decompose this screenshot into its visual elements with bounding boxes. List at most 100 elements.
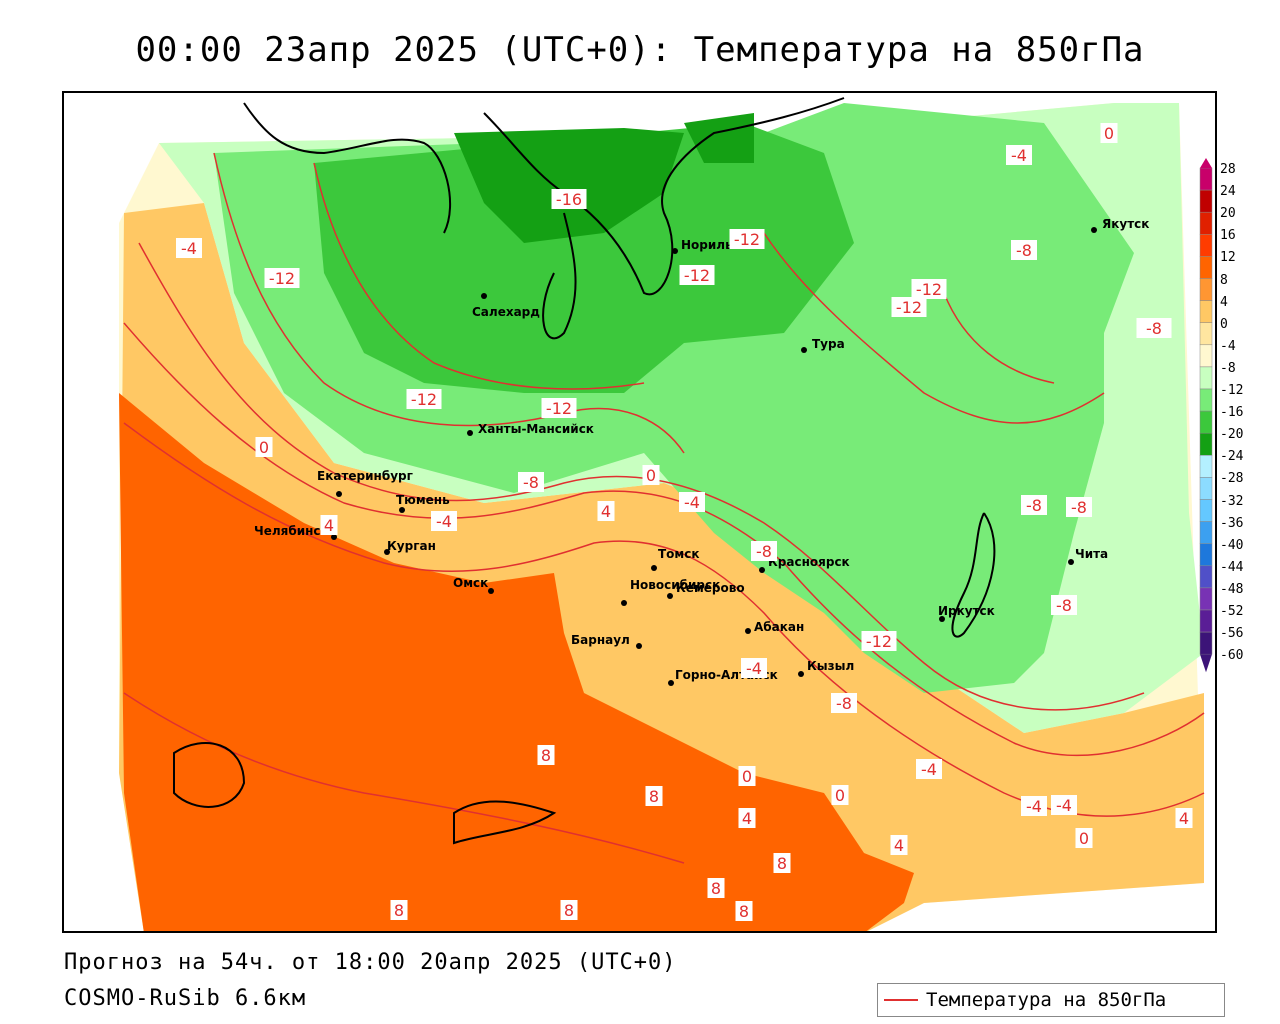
svg-text:-4: -4 <box>181 239 197 258</box>
contour-label: 0 <box>831 785 849 805</box>
contour-label: 8 <box>560 900 578 920</box>
svg-text:4: 4 <box>742 809 752 828</box>
colorbar-tick-label: -60 <box>1220 648 1244 664</box>
contour-label: -8 <box>831 693 857 713</box>
city-label: Красноярск <box>768 555 850 569</box>
city-marker <box>636 643 642 649</box>
colorbar-swatch <box>1199 477 1213 500</box>
city-marker <box>651 565 657 571</box>
contour-label: 0 <box>1100 123 1118 143</box>
contour-label: 4 <box>1175 808 1193 828</box>
contour-label: -12 <box>679 265 715 285</box>
contour-label: -8 <box>1141 318 1167 338</box>
city-marker <box>672 248 678 254</box>
colorbar-swatch <box>1199 609 1213 633</box>
svg-text:-12: -12 <box>269 269 295 288</box>
city-marker <box>384 549 390 555</box>
city-marker <box>939 616 945 622</box>
hot-zone <box>119 393 914 931</box>
contour-label: -8 <box>1051 595 1077 615</box>
city-label: Екатеринбург <box>317 469 413 483</box>
svg-text:-8: -8 <box>523 473 539 492</box>
model-info: COSMO-RuSib 6.6км <box>64 986 307 1011</box>
colorbar-swatch <box>1199 631 1213 655</box>
city-marker <box>467 430 473 436</box>
colorbar-swatch <box>1199 211 1213 235</box>
svg-text:8: 8 <box>711 879 721 898</box>
svg-text:-8: -8 <box>1056 596 1072 615</box>
contour-label: 0 <box>255 437 273 457</box>
city-label: Новосибирск <box>630 578 720 592</box>
svg-text:-12: -12 <box>411 390 437 409</box>
svg-text:4: 4 <box>894 836 904 855</box>
svg-text:-12: -12 <box>734 230 760 249</box>
contour-label: -8 <box>1011 240 1037 260</box>
contour-label: 0 <box>642 465 660 485</box>
contour-label: -8 <box>1066 497 1092 517</box>
colorbar-swatch <box>1199 344 1213 368</box>
city-label: Омск <box>453 576 488 590</box>
svg-text:-4: -4 <box>436 512 452 531</box>
svg-text:8: 8 <box>541 746 551 765</box>
city-label: Курган <box>387 539 436 553</box>
contour-label: -12 <box>264 268 300 288</box>
contour-label: -8 <box>751 541 777 561</box>
contour-label: -4 <box>1021 796 1047 816</box>
colorbar-tick-label: 28 <box>1220 162 1236 177</box>
forecast-info: Прогноз на 54ч. от 18:00 20апр 2025 (UTC… <box>64 950 677 975</box>
legend: Температура на 850гПа <box>877 983 1225 1017</box>
svg-text:0: 0 <box>1104 124 1114 143</box>
svg-text:-4: -4 <box>921 760 937 779</box>
contour-label: -12 <box>861 631 897 651</box>
city-marker <box>621 600 627 606</box>
colorbar-swatch <box>1199 388 1213 412</box>
city-marker <box>481 293 487 299</box>
contour-label: -8 <box>1021 495 1047 515</box>
colorbar-swatch <box>1199 366 1213 390</box>
contour-label: 8 <box>390 900 408 920</box>
svg-text:4: 4 <box>1179 809 1189 828</box>
contour-label: -4 <box>916 759 942 779</box>
colorbar-tick-label: -8 <box>1220 360 1236 376</box>
contour-label: -4 <box>431 511 457 531</box>
colorbar-swatch <box>1199 543 1213 567</box>
contour-label: -4 <box>1051 795 1077 815</box>
svg-text:8: 8 <box>649 787 659 806</box>
city-marker <box>759 567 765 573</box>
svg-text:-8: -8 <box>1146 319 1162 338</box>
contour-label: -8 <box>518 472 544 492</box>
colorbar-tick-label: 8 <box>1220 272 1228 288</box>
svg-text:-12: -12 <box>896 298 922 317</box>
city-marker <box>399 507 405 513</box>
colorbar-tick-label: -56 <box>1220 626 1244 642</box>
contour-label: 8 <box>707 878 725 898</box>
contour-label: 0 <box>1075 828 1093 848</box>
svg-text:-16: -16 <box>556 190 582 209</box>
contour-label: -4 <box>741 658 767 678</box>
svg-text:-4: -4 <box>684 493 700 512</box>
contour-label: -4 <box>176 238 202 258</box>
city-label: Тюмень <box>396 493 450 507</box>
svg-text:-8: -8 <box>1016 241 1032 260</box>
colorbar-tick-label: -4 <box>1220 338 1236 354</box>
city-label: Кемерово <box>676 581 745 595</box>
city-marker <box>488 588 494 594</box>
svg-text:-8: -8 <box>756 542 772 561</box>
temperature-map[interactable]: Якутск Норильск Салехард Тура Ханты-Мансийск… <box>62 91 1217 933</box>
svg-text:0: 0 <box>835 786 845 805</box>
contour-label: -12 <box>406 389 442 409</box>
contour-label: -16 <box>551 189 587 209</box>
colorbar-tick-label: -16 <box>1220 405 1244 421</box>
colorbar-swatch <box>1199 167 1213 191</box>
svg-text:-12: -12 <box>916 280 942 299</box>
contour-label: -4 <box>1006 145 1032 165</box>
colorbar-swatch <box>1199 521 1213 544</box>
colorbar-tick-label: -44 <box>1220 559 1244 575</box>
contour-label: 8 <box>537 745 555 765</box>
svg-text:8: 8 <box>394 901 404 920</box>
city-label: Абакан <box>754 620 804 634</box>
legend-line-swatch <box>884 999 918 1001</box>
colorbar-tick-label: -48 <box>1220 581 1244 597</box>
svg-text:-12: -12 <box>866 632 892 651</box>
city-label: Чита <box>1075 547 1108 561</box>
